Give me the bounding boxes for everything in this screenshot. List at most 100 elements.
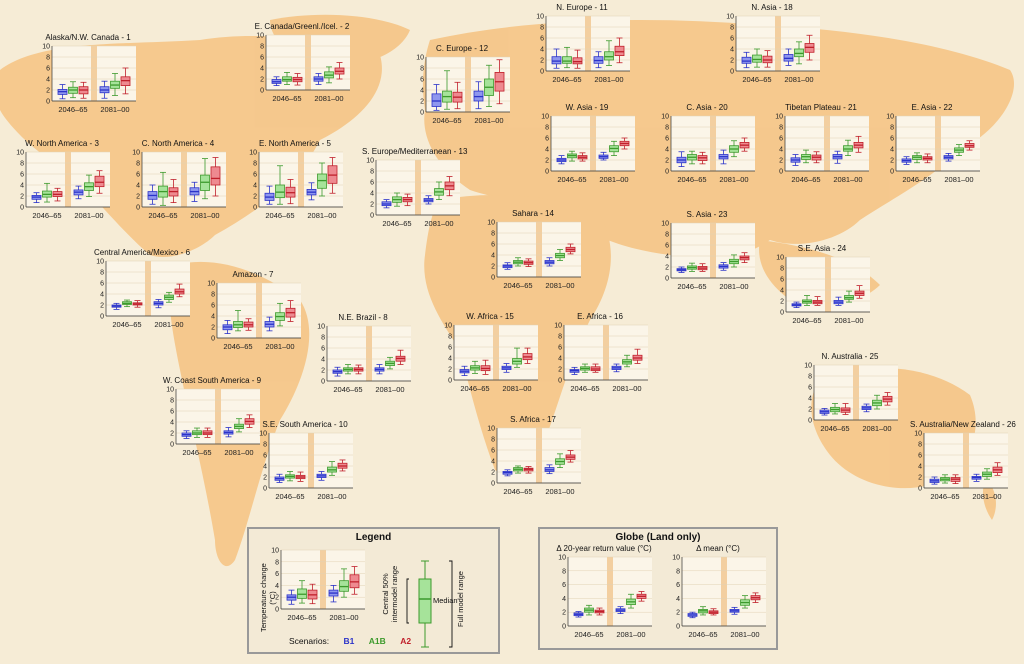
box-plot: 0 2 4 6 8 10 2046–65 2081–00 [672, 555, 766, 639]
box-a1b-1 [339, 568, 349, 598]
box-b1-1 [189, 181, 200, 202]
box-plot: 0 2 4 6 8 10 2046–65 2081–00 [366, 158, 460, 228]
legend-ylabel: Temperature change (°C) [259, 563, 277, 632]
box-a2-0 [452, 81, 463, 110]
box-a1b-1 [982, 468, 992, 480]
box-a1b-0 [687, 262, 697, 272]
box-a1b-1 [844, 290, 854, 303]
panel-s-e-south-america-10: S.E. South America - 10 0 2 4 6 8 10 2046–65 208… [255, 420, 355, 502]
x-tick-label: 2081–00 [784, 75, 813, 84]
y-tick-label: 8 [545, 125, 549, 132]
box-a2-0 [132, 300, 143, 308]
box-b1-1 [611, 363, 622, 373]
legend-key [406, 560, 453, 648]
box-a1b-1 [434, 181, 444, 200]
box-b1-1 [598, 151, 609, 161]
y-tick-label: 2 [136, 194, 140, 201]
box-a1b-0 [343, 364, 353, 375]
box-plot: 0 2 4 6 8 10 2046–65 2081–00 [776, 255, 870, 325]
x-tick-label: 2046–65 [32, 211, 61, 220]
box-a2-1 [614, 37, 625, 64]
y-tick-label: 0 [808, 418, 812, 425]
y-tick-label: 8 [370, 169, 374, 176]
box-a2-0 [950, 474, 961, 484]
panel-title: S. Asia - 23 [686, 210, 728, 219]
box-b1-1 [544, 464, 555, 475]
x-tick-label: 2081–00 [100, 105, 129, 114]
box-plot: 0 2 4 6 8 10 2046–65 2081–00 [256, 33, 350, 103]
x-tick-label: 2046–65 [677, 175, 706, 184]
y-tick-label: 10 [541, 114, 549, 121]
legend-title: Legend [355, 532, 392, 543]
x-tick-label: 2081–00 [317, 492, 346, 501]
group-separator [590, 116, 596, 171]
box-a2-1 [174, 283, 185, 298]
box-a2-1 [739, 137, 750, 152]
box-a2-0 [697, 263, 708, 272]
y-tick-label: 4 [370, 191, 374, 198]
y-tick-label: 6 [321, 346, 325, 353]
panel-tibetan-plateau-21: Tibetan Plateau - 21 0 2 4 6 8 10 2046–65 2081–0… [771, 103, 871, 185]
y-tick-label: 2 [491, 264, 495, 271]
y-tick-label: 0 [730, 69, 734, 76]
x-tick-label: 2081–00 [307, 211, 336, 220]
y-tick-label: 0 [170, 442, 174, 449]
box-b1-0 [791, 301, 802, 308]
legend: Legend 0 2 4 6 8 10 2046–65 2081–00 Temperature… [247, 527, 500, 654]
box-b1-1 [153, 299, 164, 309]
box-b1-0 [901, 156, 912, 165]
group-separator [963, 433, 969, 488]
land-new-zealand [982, 480, 996, 520]
box-a1b-1 [555, 249, 565, 261]
box-a2-1 [739, 252, 750, 263]
y-tick-label: 6 [808, 385, 812, 392]
panel-title: Δ mean (°C) [696, 544, 740, 553]
box-b1-0 [181, 430, 192, 439]
box-a1b-1 [740, 595, 750, 609]
box-b1-0 [332, 366, 343, 377]
box-b1-1 [971, 473, 982, 482]
box-a2-1 [992, 462, 1003, 476]
box-a2-1 [522, 347, 533, 364]
box-a1b-1 [609, 140, 619, 156]
y-tick-label: 8 [665, 125, 669, 132]
x-tick-label: 2081–00 [190, 211, 219, 220]
x-tick-label: 2046–65 [58, 105, 87, 114]
x-tick-label: 2046–65 [382, 219, 411, 228]
panel-title: E. Africa - 16 [577, 312, 623, 321]
box-plot: 0 2 4 6 8 10 2046–65 2081–00 [132, 150, 226, 220]
scenarios-label: Scenarios: [289, 636, 330, 646]
box-a1b-0 [158, 171, 168, 206]
box-a1b-1 [872, 394, 882, 410]
panel-title: Central America/Mexico - 6 [93, 248, 191, 257]
y-tick-label: 8 [100, 270, 104, 277]
box-a1b-1 [555, 453, 565, 468]
panel-title: E. North America - 5 [258, 139, 332, 148]
box-a1b-1 [604, 40, 614, 66]
x-tick-label: 2081–00 [719, 282, 748, 291]
y-tick-label: 4 [676, 596, 680, 603]
y-tick-label: 6 [558, 345, 562, 352]
box-b1-1 [718, 149, 729, 165]
box-a2-0 [353, 364, 364, 375]
y-tick-label: 10 [317, 324, 325, 331]
x-tick-label: 2046–65 [742, 75, 771, 84]
box-a1b-0 [567, 150, 577, 162]
y-tick-label: 6 [260, 55, 264, 62]
box-a1b-0 [687, 150, 697, 165]
panel-c-europe-12: C. Europe - 12 0 2 4 6 8 10 2046–65 2081–00 [412, 44, 512, 126]
x-tick-label: 2081–00 [594, 75, 623, 84]
x-tick-label: 2046–65 [552, 75, 581, 84]
panel-s-europe-mediterranean-13: S. Europe/Mediterranean - 13 0 2 4 6 8 10 2046–… [362, 147, 467, 229]
panel-title: N. Europe - 11 [556, 3, 608, 12]
group-separator [366, 326, 372, 381]
box-a1b-0 [830, 403, 840, 415]
y-tick-label: 2 [545, 158, 549, 165]
x-tick-label: 2081–00 [834, 316, 863, 325]
box-b1-0 [147, 184, 158, 205]
box-a2-1 [632, 348, 643, 364]
box-plot: 0 2 4 6 8 10 2046–65 2081–00 [661, 221, 755, 291]
panel-n-e-brazil-8: N.E. Brazil - 8 0 2 4 6 8 10 2046–65 2081–00 [313, 313, 413, 395]
box-b1-0 [556, 155, 567, 165]
